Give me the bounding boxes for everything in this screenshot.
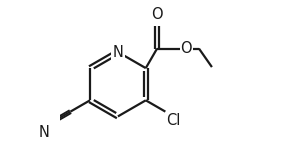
Text: N: N (39, 125, 50, 140)
Text: O: O (181, 41, 192, 56)
Text: O: O (151, 7, 163, 21)
Text: N: N (112, 45, 123, 60)
Text: Cl: Cl (166, 113, 181, 128)
